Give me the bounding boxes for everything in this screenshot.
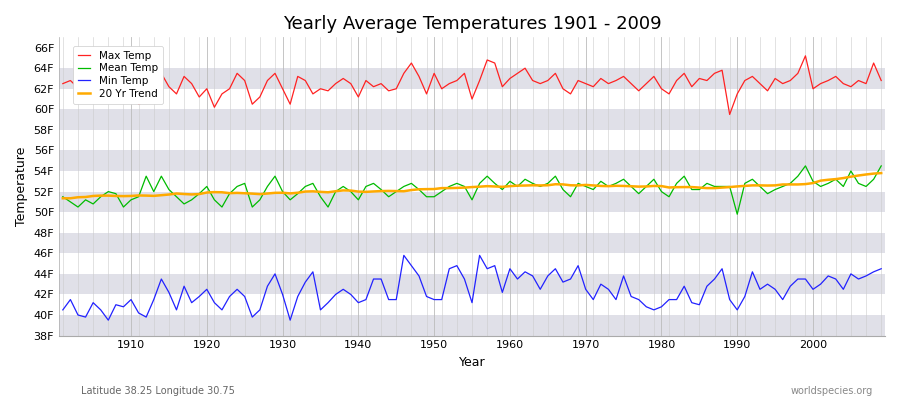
Line: Mean Temp: Mean Temp (63, 166, 881, 214)
Mean Temp (732, 212, 742, 217)
Mean Temp (58, 194, 68, 199)
Max Temp (596, 76, 607, 81)
Bar (59, 48, 885, 68)
Line: 20 Yr Trend: 20 Yr Trend (63, 173, 881, 198)
Mean Temp (497, 187, 508, 192)
Bar (59, 315, 885, 336)
Min Temp (512, 277, 523, 282)
Min Temp (126, 297, 137, 302)
Bar (59, 192, 885, 212)
Max Temp (284, 102, 295, 106)
Max Temp (497, 84, 508, 89)
Min Temp (103, 318, 113, 322)
20 Yr Trend (284, 191, 295, 196)
Bar (59, 253, 885, 274)
Mean Temp (800, 164, 811, 168)
Max Temp (330, 81, 341, 86)
Min Temp (58, 308, 68, 312)
Mean Temp (118, 205, 129, 210)
Bar (59, 68, 885, 89)
Min Temp (519, 270, 530, 274)
Line: Max Temp: Max Temp (63, 56, 881, 114)
Bar (59, 150, 885, 171)
Min Temp (610, 297, 621, 302)
Title: Yearly Average Temperatures 1901 - 2009: Yearly Average Temperatures 1901 - 2009 (283, 15, 662, 33)
Mean Temp (876, 164, 886, 168)
Max Temp (876, 78, 886, 83)
Legend: Max Temp, Mean Temp, Min Temp, 20 Yr Trend: Max Temp, Mean Temp, Min Temp, 20 Yr Tre… (73, 46, 163, 104)
20 Yr Trend (330, 189, 341, 194)
Max Temp (58, 81, 68, 86)
20 Yr Trend (118, 194, 129, 198)
Min Temp (292, 294, 303, 299)
Mean Temp (505, 179, 516, 184)
Bar (59, 109, 885, 130)
Text: Latitude 38.25 Longitude 30.75: Latitude 38.25 Longitude 30.75 (81, 386, 235, 396)
Min Temp (399, 253, 410, 258)
20 Yr Trend (505, 184, 516, 188)
Bar (59, 130, 885, 150)
Bar (59, 171, 885, 192)
Min Temp (876, 266, 886, 271)
Mean Temp (596, 179, 607, 184)
Mean Temp (284, 198, 295, 202)
Max Temp (724, 112, 735, 117)
Bar (59, 233, 885, 253)
20 Yr Trend (876, 171, 886, 176)
Max Temp (118, 71, 129, 76)
Max Temp (505, 76, 516, 81)
Bar (59, 274, 885, 294)
Bar (59, 294, 885, 315)
Line: Min Temp: Min Temp (63, 255, 881, 320)
Bar (59, 212, 885, 233)
X-axis label: Year: Year (459, 356, 485, 369)
Max Temp (800, 54, 811, 58)
Text: worldspecies.org: worldspecies.org (791, 386, 873, 396)
Min Temp (338, 287, 348, 292)
Mean Temp (330, 189, 341, 194)
20 Yr Trend (596, 184, 607, 188)
20 Yr Trend (58, 196, 68, 201)
20 Yr Trend (497, 184, 508, 189)
Y-axis label: Temperature: Temperature (15, 147, 28, 226)
Bar (59, 89, 885, 109)
